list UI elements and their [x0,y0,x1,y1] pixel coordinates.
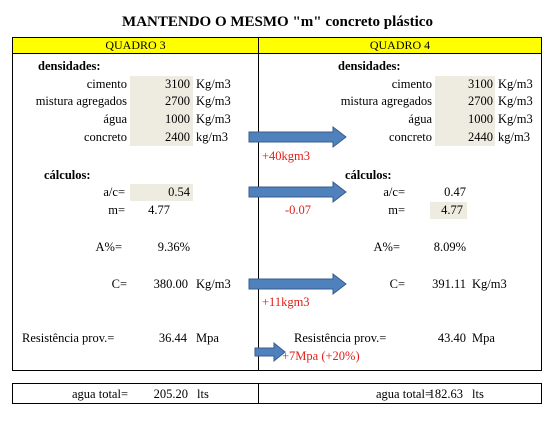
value: 3100 [165,77,190,91]
divider [258,37,259,371]
value: 182.63 [428,387,463,401]
label: agua total= [72,387,128,401]
label: m= [108,203,125,217]
divider [258,383,259,404]
arrow [248,125,347,149]
total-frame [12,383,542,404]
unit: kg/m3 [196,130,228,144]
label: C= [111,277,127,291]
label: Resistência prov.= [22,331,115,345]
value: 2440 [468,130,493,144]
label: agua total= [376,387,432,401]
note: +7Mpa (+20%) [282,349,360,363]
unit: Kg/m3 [472,277,507,291]
note: -0.07 [285,203,312,217]
label: A%= [95,240,123,254]
label: A%= [373,240,401,254]
input-cells [130,76,193,146]
input-cell [430,202,467,219]
label: a/c= [103,185,125,199]
unit: Kg/m3 [498,112,533,126]
arrow [248,180,347,204]
label: água [103,112,127,126]
value: 1000 [468,112,493,126]
unit: lts [197,387,209,401]
value: 0.54 [168,185,190,199]
value: 0.47 [444,185,466,199]
value: 380.00 [153,277,188,291]
value: 8.09% [433,240,466,254]
unit: Kg/m3 [196,77,231,91]
label: C= [389,277,405,291]
unit: lts [472,387,484,401]
note: +11kgm3 [262,295,310,309]
unit: Kg/m3 [196,112,231,126]
note: +40kgm3 [262,149,311,163]
value: 1000 [165,112,190,126]
section-label: cálculos: [44,168,91,182]
input-cells [435,76,495,146]
unit: Kg/m3 [196,277,231,291]
value: 4.77 [441,203,463,217]
header: QUADRO 4 [258,37,542,54]
value: 2700 [468,94,493,108]
value: 4.77 [148,203,170,217]
unit: Mpa [472,331,495,345]
unit: Mpa [196,331,219,345]
value: 205.20 [153,387,188,401]
value: 43.40 [437,331,466,345]
arrow [248,272,347,296]
section-label: densidades: [338,59,401,73]
label: a/c= [383,185,405,199]
input-cell [130,184,193,201]
section-label: densidades: [38,59,101,73]
unit: Kg/m3 [498,94,533,108]
label: mistura agregados [340,94,432,108]
label: cimento [86,77,127,91]
label: cimento [391,77,432,91]
arrow [254,341,286,363]
label: água [408,112,432,126]
value: 2400 [165,130,190,144]
label: m= [388,203,405,217]
value: 3100 [468,77,493,91]
label: Resistência prov.= [294,331,387,345]
value: 36.44 [158,331,187,345]
value: 2700 [165,94,190,108]
label: mistura agregados [35,94,127,108]
section-label: cálculos: [345,168,392,182]
value: 391.11 [432,277,466,291]
title: MANTENDO O MESMO "m" concreto plástico [122,14,433,30]
value: 9.36% [157,240,190,254]
unit: Kg/m3 [196,94,231,108]
unit: kg/m3 [498,130,530,144]
label: concreto [83,130,127,144]
label: concreto [388,130,432,144]
unit: Kg/m3 [498,77,533,91]
